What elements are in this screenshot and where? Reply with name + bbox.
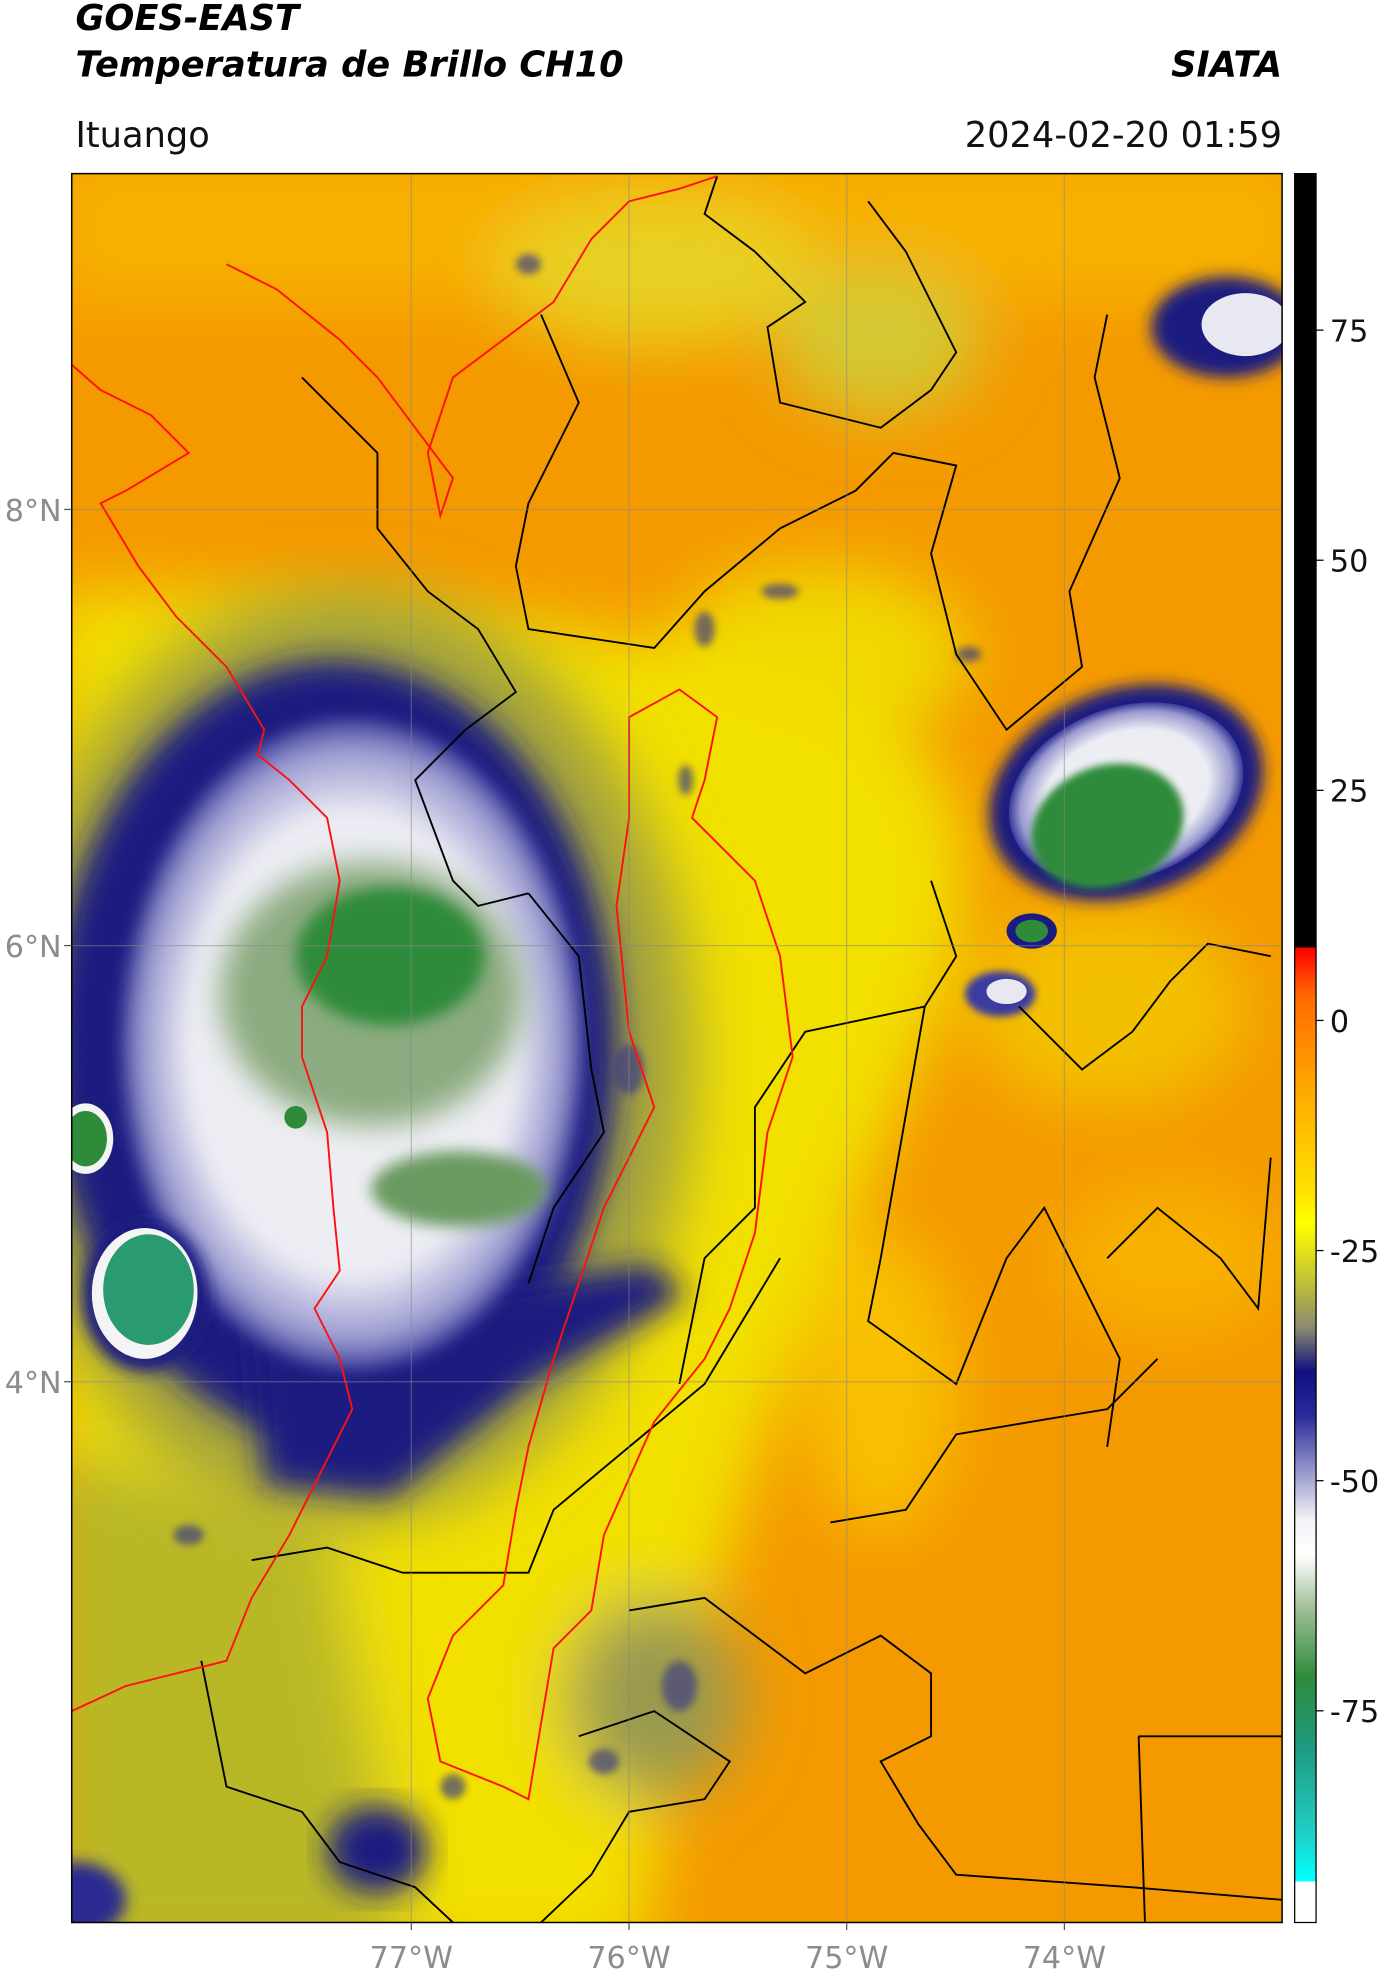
- main-storm-part: [295, 887, 485, 1026]
- small-storms-part: [1015, 919, 1049, 943]
- colorbar-tick-label: 25: [1330, 775, 1368, 810]
- warm-fields-part: [490, 195, 818, 346]
- y-tick-label: 6°N: [5, 930, 62, 965]
- borders-part: [301, 376, 529, 907]
- x-tick-label: 74°W: [1023, 1941, 1106, 1976]
- x-tick-label: 77°W: [370, 1941, 453, 1976]
- borders-part: [1137, 1736, 1146, 1923]
- borders-part: [251, 1257, 781, 1574]
- coast-and-district-part: [426, 688, 794, 1801]
- coast-and-district: [71, 175, 794, 1801]
- colorbar-tick-label: -25: [1330, 1235, 1379, 1270]
- small-storms-part: [71, 1862, 126, 1923]
- main-storm: [71, 591, 692, 1523]
- borders-part: [867, 1006, 1121, 1448]
- colorbar-tick-label: -75: [1330, 1695, 1379, 1730]
- borders-part: [628, 1596, 1283, 1901]
- borders-part: [1106, 1157, 1272, 1312]
- product-title: Temperatura de Brillo CH10: [75, 45, 623, 86]
- x-tick-label: 75°W: [805, 1941, 888, 1976]
- small-storms-part: [989, 684, 1264, 901]
- scattered-cells-part: [956, 646, 982, 662]
- y-tick-label: 4°N: [5, 1366, 62, 1401]
- colorbar-tick-label: -50: [1330, 1465, 1379, 1500]
- scattered-cells-part: [588, 1748, 620, 1775]
- scattered-cells-part: [661, 1660, 698, 1712]
- small-storms-part: [327, 1805, 428, 1894]
- borders-part: [678, 880, 958, 1385]
- imagery: [71, 173, 1283, 1923]
- scattered-cells-part: [694, 611, 715, 647]
- warm-fields-part: [566, 1597, 743, 1800]
- small-storms-part: [1201, 293, 1283, 357]
- main-storm-part: [284, 1105, 307, 1129]
- satellite-title: GOES-EAST: [75, 0, 302, 39]
- small-storms-part: [103, 1234, 194, 1345]
- x-tick-label: 76°W: [587, 1941, 670, 1976]
- borders-part: [830, 1358, 1159, 1524]
- scattered-cells-part: [515, 254, 542, 275]
- borders: [200, 175, 1283, 1923]
- location: Ituango: [75, 115, 209, 156]
- borders-part: [540, 1710, 732, 1923]
- graticule: [71, 173, 1283, 1923]
- datetime: 2024-02-20 01:59: [965, 115, 1282, 156]
- borders-part: [200, 1660, 454, 1923]
- borders-part: [703, 175, 958, 429]
- coast-and-district-part: [71, 364, 354, 1712]
- map-frame: [70, 172, 1283, 1924]
- colorbar-tick-label: 0: [1330, 1005, 1349, 1040]
- warm-fields-part: [968, 905, 1246, 1108]
- small-storms-part-part: [1031, 763, 1184, 889]
- colorbar-tick-label: 50: [1330, 545, 1368, 580]
- scattered-cells-part: [440, 1774, 466, 1800]
- colorbar-tick-label: 75: [1330, 314, 1368, 349]
- colorbar: [1294, 172, 1317, 1924]
- small-storms-part: [71, 1110, 107, 1167]
- small-storms: [71, 276, 1283, 1923]
- scattered-cells-part: [678, 764, 694, 796]
- warm-fields-part: [780, 264, 982, 416]
- main-storm-part: [371, 1151, 548, 1227]
- scattered-cells: [173, 254, 982, 1800]
- warm-fields-part: [71, 1451, 408, 1923]
- warm-fields-part: [1056, 1182, 1283, 1334]
- scattered-cells-part: [761, 583, 799, 599]
- warm-fields-part: [805, 1233, 957, 1535]
- borders-part: [514, 314, 1121, 732]
- scattered-cells-part: [173, 1524, 204, 1546]
- coast-and-district-part: [226, 175, 718, 520]
- agency: SIATA: [1171, 45, 1282, 86]
- y-tick-label: 8°N: [5, 494, 62, 529]
- small-storms-part: [986, 978, 1027, 1005]
